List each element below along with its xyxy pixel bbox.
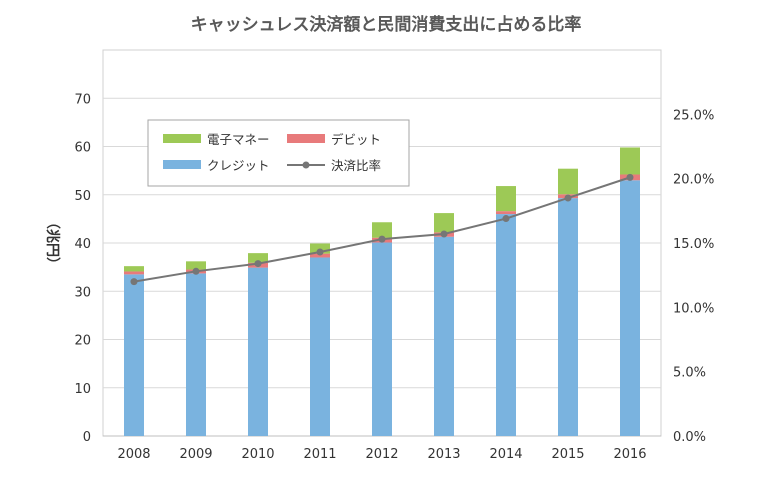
x-tick-label: 2014 bbox=[489, 447, 522, 462]
y-axis-label: （兆円） bbox=[44, 215, 60, 271]
bar-クレジット-2013 bbox=[434, 236, 454, 436]
bar-電子マネー-2009 bbox=[186, 261, 206, 270]
bar-クレジット-2014 bbox=[496, 214, 516, 436]
bar-クレジット-2011 bbox=[310, 257, 330, 436]
bar-クレジット-2015 bbox=[558, 198, 578, 436]
y2-tick-label: 20.0% bbox=[673, 173, 714, 188]
x-tick-label: 2013 bbox=[427, 447, 460, 462]
ratio-point-2008 bbox=[130, 278, 138, 286]
ratio-point-2014 bbox=[502, 215, 510, 223]
y2-tick-label: 10.0% bbox=[673, 301, 714, 316]
bar-デビット-2014 bbox=[496, 211, 516, 215]
bar-電子マネー-2008 bbox=[124, 266, 144, 272]
y2-tick-label: 5.0% bbox=[673, 366, 706, 381]
bar-電子マネー-2010 bbox=[248, 253, 268, 263]
bar-クレジット-2016 bbox=[620, 180, 640, 436]
x-tick-label: 2008 bbox=[117, 447, 150, 462]
ratio-point-2013 bbox=[440, 230, 448, 238]
ratio-point-2015 bbox=[564, 194, 572, 202]
y-tick-label: 70 bbox=[74, 92, 91, 107]
y-tick-label: 20 bbox=[74, 334, 91, 349]
legend-label: クレジット bbox=[207, 158, 270, 173]
y-tick-label: 30 bbox=[74, 285, 91, 300]
y-tick-label: 0 bbox=[83, 430, 91, 445]
y-tick-label: 10 bbox=[74, 382, 91, 397]
y-tick-label: 40 bbox=[74, 237, 91, 252]
ratio-point-2011 bbox=[316, 248, 324, 256]
legend-label: 電子マネー bbox=[207, 132, 270, 147]
y2-tick-label: 25.0% bbox=[673, 108, 714, 123]
chart-title: キャッシュレス決済額と民間消費支出に占める比率 bbox=[190, 15, 582, 35]
ratio-point-2009 bbox=[192, 267, 200, 275]
ratio-point-2012 bbox=[378, 235, 386, 243]
legend-swatch-クレジット bbox=[163, 160, 201, 169]
x-tick-label: 2015 bbox=[551, 447, 584, 462]
bar-電子マネー-2012 bbox=[372, 222, 392, 238]
bar-クレジット-2010 bbox=[248, 267, 268, 436]
ratio-point-2016 bbox=[626, 173, 634, 181]
bar-電子マネー-2014 bbox=[496, 186, 516, 212]
legend-swatch-デビット bbox=[287, 134, 325, 143]
ratio-point-2010 bbox=[254, 260, 262, 268]
bar-デビット-2011 bbox=[310, 253, 330, 258]
bar-クレジット-2009 bbox=[186, 273, 206, 436]
y2-tick-label: 0.0% bbox=[673, 430, 706, 445]
bar-クレジット-2008 bbox=[124, 274, 144, 436]
bar-電子マネー-2013 bbox=[434, 213, 454, 233]
y-tick-label: 60 bbox=[74, 141, 91, 156]
legend-label: デビット bbox=[331, 132, 381, 147]
bar-クレジット-2012 bbox=[372, 242, 392, 436]
legend-box bbox=[147, 119, 410, 187]
legend-swatch-電子マネー bbox=[163, 134, 201, 143]
legend-label: 決済比率 bbox=[331, 158, 381, 173]
y-tick-label: 50 bbox=[74, 189, 91, 204]
bar-電子マネー-2016 bbox=[620, 147, 640, 175]
bar-デビット-2008 bbox=[124, 271, 144, 275]
x-tick-label: 2009 bbox=[179, 447, 212, 462]
bar-電子マネー-2015 bbox=[558, 168, 578, 195]
x-tick-label: 2010 bbox=[241, 447, 274, 462]
legend-marker-決済比率 bbox=[302, 161, 310, 169]
x-tick-label: 2012 bbox=[365, 447, 398, 462]
x-tick-label: 2011 bbox=[303, 447, 336, 462]
x-tick-label: 2016 bbox=[613, 447, 646, 462]
y2-tick-label: 15.0% bbox=[673, 237, 714, 252]
